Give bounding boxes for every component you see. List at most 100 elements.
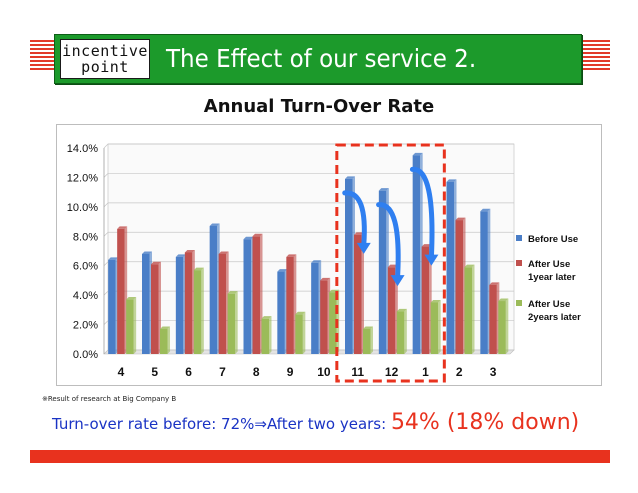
x-tick-label: 8 — [253, 365, 260, 379]
bar-top — [455, 217, 466, 221]
gridline-side — [103, 290, 109, 296]
bar-top — [142, 251, 152, 254]
bar-top — [430, 300, 441, 303]
down-arrow-shaft — [342, 190, 367, 248]
plot-back-wall — [107, 143, 515, 351]
bar-top — [320, 277, 331, 281]
bar-top — [489, 282, 500, 285]
legend-label: After Use — [528, 299, 570, 310]
bar — [345, 178, 353, 354]
bar-side — [133, 297, 137, 354]
bar-top — [193, 267, 204, 271]
x-tick-label: 1 — [422, 365, 429, 379]
gridline-side — [103, 232, 109, 237]
bar-side — [302, 311, 306, 354]
legend-label: 1year later — [528, 272, 576, 283]
bar — [421, 246, 430, 354]
bar-side — [505, 298, 509, 354]
bar-top — [218, 251, 229, 254]
bar-top — [160, 326, 170, 329]
bar — [117, 228, 125, 354]
summary-lead: Turn-over rate before: 72%⇒After two yea… — [52, 415, 391, 433]
bar-top — [117, 226, 128, 229]
y-tick-label: 4.0% — [73, 290, 98, 302]
x-tick-label: 10 — [317, 365, 331, 379]
y-tick-label: 2.0% — [73, 320, 98, 332]
bar-top — [295, 311, 306, 315]
bar — [480, 211, 488, 354]
legend-swatch — [516, 235, 522, 241]
bar-top — [378, 188, 389, 191]
x-tick-label: 7 — [219, 365, 226, 379]
bar — [489, 284, 497, 354]
bar-top — [175, 254, 186, 257]
bar-top — [498, 298, 509, 302]
legend-swatch — [516, 300, 522, 306]
bar-top — [446, 179, 457, 182]
bar-side — [201, 267, 204, 354]
bar — [175, 256, 184, 354]
y-tick-label: 12.0% — [67, 172, 98, 184]
bar — [378, 190, 387, 354]
bar-top — [311, 260, 322, 263]
slide-title: The Effect of our service 2. — [166, 44, 477, 73]
x-tick-label: 11 — [351, 365, 364, 379]
summary-highlight: 54% (18% down) — [390, 410, 580, 435]
legend-label: 2years later — [528, 312, 581, 323]
bar — [126, 299, 134, 354]
gridline-side — [103, 349, 109, 355]
bar — [295, 314, 303, 354]
down-arrow-head — [424, 254, 439, 266]
bar-top — [363, 326, 373, 329]
chart-title: Annual Turn-Over Rate — [203, 96, 435, 117]
logo-line-1: incentive — [62, 42, 148, 60]
bar-top — [184, 249, 195, 253]
bar-side — [361, 232, 364, 354]
bar — [446, 181, 454, 354]
bar-top — [252, 233, 263, 237]
bar-side — [404, 308, 407, 354]
gridline-side — [103, 320, 109, 325]
gridline-side — [103, 202, 109, 208]
bar — [184, 252, 193, 354]
bar — [363, 328, 371, 354]
x-tick-label: 5 — [151, 365, 158, 379]
bar — [498, 301, 506, 354]
bar-top — [387, 264, 398, 268]
y-tick-label: 8.0% — [73, 231, 98, 243]
bar — [455, 220, 463, 354]
bar — [412, 155, 421, 354]
bar-top — [396, 308, 407, 312]
bar-top — [209, 223, 220, 226]
x-tick-label: 3 — [490, 365, 497, 379]
highlight-box — [335, 143, 446, 383]
bar-top — [464, 264, 475, 268]
gridline-side — [103, 261, 109, 266]
footer-bar — [30, 450, 610, 463]
bar — [243, 239, 251, 354]
gridline-side — [103, 143, 109, 149]
bar — [218, 253, 227, 354]
bar — [277, 271, 285, 354]
bar-top — [227, 291, 238, 294]
bar — [396, 311, 405, 354]
bar — [193, 270, 202, 354]
bar — [151, 264, 159, 354]
down-arrow-head — [356, 242, 371, 254]
y-tick-label: 6.0% — [73, 261, 98, 273]
y-tick-label: 14.0% — [67, 143, 98, 155]
legend-label: Before Use — [528, 234, 578, 245]
bar — [261, 318, 269, 354]
down-arrow-shaft — [409, 166, 435, 260]
bar — [430, 302, 439, 354]
logo-line-2: point — [81, 58, 129, 76]
bar-top — [126, 297, 137, 300]
incentive-point-logo: incentive point — [60, 39, 150, 79]
bar — [142, 253, 150, 354]
bar-side — [269, 316, 272, 354]
bar — [209, 225, 218, 354]
bar-top — [286, 254, 297, 257]
bar-top — [354, 232, 364, 235]
bar-top — [243, 236, 254, 240]
footnote: ※Result of research at Big Company B — [42, 395, 177, 403]
